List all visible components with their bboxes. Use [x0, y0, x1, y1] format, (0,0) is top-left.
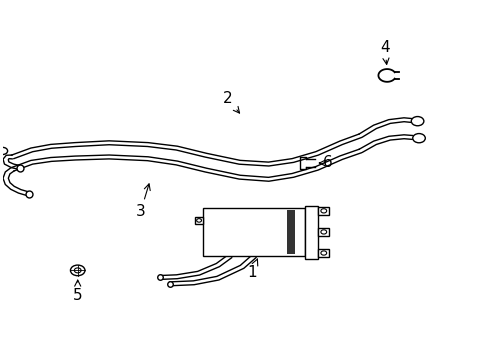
Circle shape: [412, 134, 425, 143]
Circle shape: [74, 268, 81, 273]
Circle shape: [320, 209, 326, 213]
Circle shape: [0, 147, 8, 154]
Circle shape: [410, 117, 423, 126]
Bar: [286, 210, 295, 255]
Text: 6: 6: [323, 156, 332, 171]
Circle shape: [196, 219, 201, 222]
Bar: [194, 216, 203, 224]
Bar: [318, 249, 328, 257]
Bar: [203, 208, 305, 256]
Bar: [305, 206, 318, 259]
Bar: [318, 207, 328, 215]
Bar: [318, 228, 328, 236]
Text: 5: 5: [73, 280, 82, 303]
Circle shape: [320, 251, 326, 255]
Text: 1: 1: [246, 259, 257, 280]
Text: 2: 2: [223, 91, 239, 113]
Circle shape: [70, 265, 85, 276]
Text: 4: 4: [379, 40, 389, 64]
Circle shape: [320, 230, 326, 234]
Text: 3: 3: [135, 184, 150, 219]
